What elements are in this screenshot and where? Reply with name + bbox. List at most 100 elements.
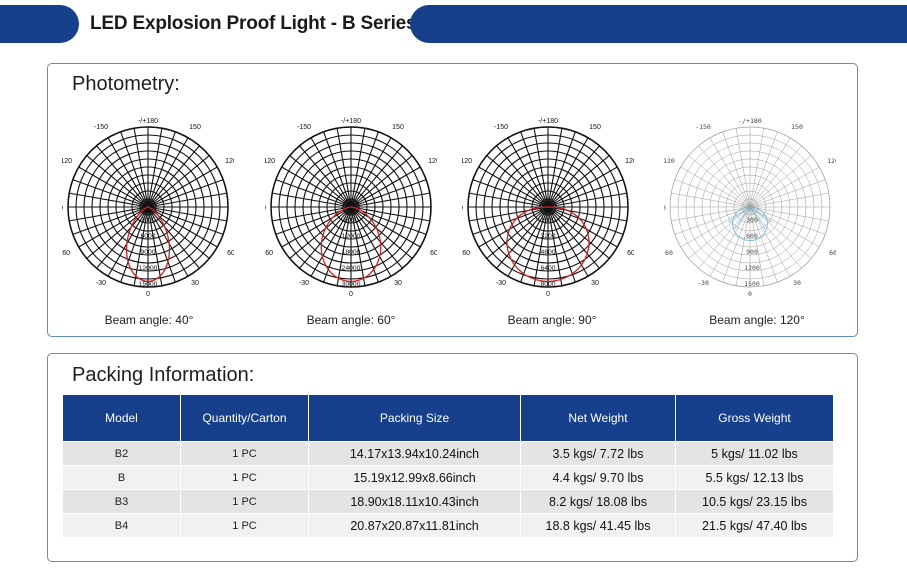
polar-grid-spoke: [547, 206, 600, 269]
polar-grid-spoke: [547, 206, 563, 286]
polar-grid-spoke: [507, 137, 549, 208]
polar-grid-spoke: [350, 206, 427, 235]
polar-grid-spoke: [709, 137, 751, 208]
polar-grid-spoke: [469, 192, 549, 208]
polar-grid-spoke: [147, 192, 227, 208]
polar-grid-spoke: [147, 206, 176, 283]
page-title: LED Explosion Proof Light - B Series: [90, 13, 417, 34]
beam-angle-label: Beam angle: 90°: [507, 313, 597, 327]
column-header: Quantity/Carton: [181, 395, 309, 441]
polar-grid-spoke: [147, 206, 227, 222]
polar-grid-spoke: [749, 206, 812, 259]
angle-label: 150: [589, 124, 601, 131]
polar-grid-spoke: [547, 145, 600, 208]
angle-label: -150: [94, 124, 108, 131]
angle-label: -120: [62, 158, 72, 165]
polar-grid-spoke: [147, 137, 189, 208]
ring-value-label: 18000: [342, 249, 361, 256]
angle-label: 0: [349, 291, 353, 298]
polar-grid-spoke: [120, 206, 149, 283]
intensity-curve: [320, 206, 382, 283]
packing-size-cell: 18.90x18.11x10.43inch: [309, 489, 521, 513]
polar-grid-spoke: [749, 128, 765, 208]
angle-label: -60: [265, 250, 273, 257]
header-accent-right: [410, 5, 907, 43]
ring-value-label: 4800: [540, 249, 555, 256]
angle-label: -150: [297, 124, 311, 131]
polar-grid-spoke: [147, 206, 163, 286]
polar-grid-spoke: [749, 192, 829, 208]
quantity-cell: 1 PC: [181, 465, 309, 489]
angle-label: 30: [394, 280, 402, 287]
polar-grid-spoke: [749, 137, 791, 208]
table-row: B2 1 PC 14.17x13.94x10.24inch 3.5 kgs/ 7…: [63, 441, 833, 465]
polar-grid-spoke: [336, 128, 352, 208]
angle-label: 60: [227, 250, 234, 257]
polar-grid-spoke: [350, 137, 392, 208]
net-weight-cell: 3.5 kgs/ 7.72 lbs: [521, 441, 676, 465]
polar-grid-spoke: [680, 166, 751, 208]
angle-label: 150: [791, 123, 803, 131]
polar-grid-spoke: [688, 206, 751, 259]
column-header: Packing Size: [309, 395, 521, 441]
polar-grid-spoke: [469, 206, 549, 222]
polar-grid-spoke: [749, 206, 791, 277]
polar-grid-spoke: [69, 192, 149, 208]
angle-label: 30: [191, 280, 199, 287]
quantity-cell: 1 PC: [181, 489, 309, 513]
polar-grid-spoke: [133, 206, 149, 286]
polar-grid-spoke: [133, 128, 149, 208]
polar-grid-spoke: [289, 155, 352, 208]
polar-grid-spoke: [496, 145, 549, 208]
polar-grid-spoke: [749, 166, 820, 208]
polar-grid-spoke: [520, 206, 549, 283]
polar-grid-spoke: [147, 206, 224, 235]
angle-label: -150: [494, 124, 508, 131]
polar-grid-spoke: [350, 192, 430, 208]
angle-label: -30: [96, 280, 106, 287]
column-header: Model: [63, 395, 181, 441]
polar-grid-spoke: [547, 137, 589, 208]
quantity-cell: 1 PC: [181, 441, 309, 465]
intensity-curve: [125, 206, 171, 283]
ring-value-label: 6000: [343, 217, 358, 224]
polar-grid-spoke: [749, 131, 778, 208]
polar-grid-spoke: [749, 145, 802, 208]
polar-grid-spoke: [310, 137, 352, 208]
model-cell: B2: [63, 441, 181, 465]
polar-grid-spoke: [275, 179, 352, 208]
angle-label: -60: [462, 250, 470, 257]
ring-value-label: 900: [746, 248, 758, 256]
polar-grid-spoke: [86, 155, 149, 208]
angle-label: -30: [496, 280, 506, 287]
beam-angle-label: Beam angle: 120°: [709, 313, 805, 327]
polar-diagram-40: -/+180-150150-120120-9090-6060-303003000…: [62, 118, 234, 298]
intensity-ray: [727, 206, 751, 223]
polar-grid-spoke: [688, 155, 751, 208]
angle-label: -90: [462, 205, 463, 212]
polar-grid-spoke: [147, 206, 189, 277]
polar-grid-spoke: [749, 206, 820, 248]
table-row: B3 1 PC 18.90x18.11x10.43inch 8.2 kgs/ 1…: [63, 489, 833, 513]
polar-grid-spoke: [496, 206, 549, 269]
intensity-curve: [732, 206, 768, 242]
polar-grid-spoke: [547, 131, 576, 208]
gross-weight-cell: 5.5 kgs/ 12.13 lbs: [676, 465, 833, 489]
ring-value-label: 12000: [342, 233, 361, 240]
packing-title: Packing Information:: [72, 364, 255, 386]
polar-grid-spoke: [281, 166, 352, 208]
polar-grid-spoke: [735, 206, 751, 286]
ring-value-label: 3000: [140, 217, 155, 224]
polar-grid-spoke: [350, 206, 366, 286]
polar-grid-spoke: [147, 206, 218, 248]
model-cell: B3: [63, 489, 181, 513]
polar-grid-spoke: [147, 206, 200, 269]
polar-grid-spoke: [72, 206, 149, 235]
polar-grid-spoke: [350, 128, 366, 208]
angle-label: 30: [591, 280, 599, 287]
polar-grid-spoke: [78, 206, 149, 248]
packing-size-cell: 14.17x13.94x10.24inch: [309, 441, 521, 465]
polar-grid-spoke: [749, 206, 765, 286]
polar-grid-spoke: [147, 166, 218, 208]
polar-grid-spoke: [350, 206, 430, 222]
